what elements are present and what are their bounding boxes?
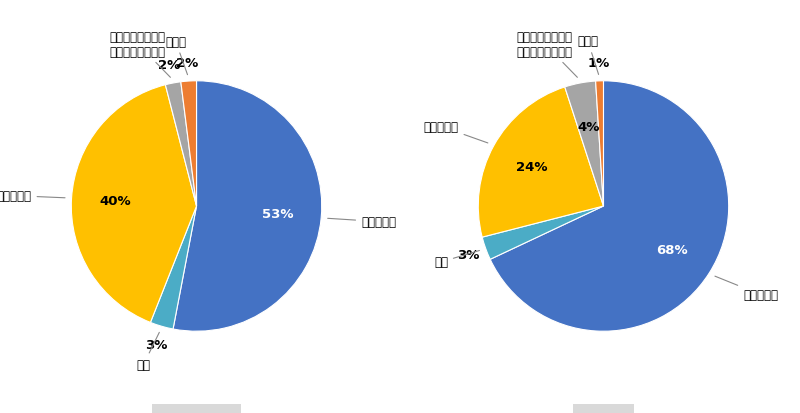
Wedge shape	[166, 83, 197, 206]
Text: その他: その他	[165, 36, 187, 76]
Wedge shape	[71, 85, 197, 323]
Text: ツールは使わない
（頭の中で記憶）: ツールは使わない （頭の中で記憶）	[517, 31, 578, 78]
Text: スケジュール管理: スケジュール管理	[160, 411, 233, 413]
Text: 2%: 2%	[158, 59, 181, 72]
Text: デジタル派: デジタル派	[424, 121, 488, 144]
Text: 3%: 3%	[145, 338, 167, 351]
Text: 68%: 68%	[656, 244, 688, 256]
Wedge shape	[482, 206, 603, 260]
Wedge shape	[565, 82, 603, 206]
Text: 4%: 4%	[577, 120, 599, 133]
Wedge shape	[478, 88, 603, 237]
Wedge shape	[490, 82, 729, 331]
Text: 2%: 2%	[176, 57, 198, 70]
Text: その他: その他	[578, 35, 598, 75]
Text: アナログ派: アナログ派	[715, 276, 778, 301]
Text: 両方: 両方	[434, 251, 479, 269]
Text: 24%: 24%	[517, 161, 548, 174]
Wedge shape	[181, 82, 197, 206]
Text: 両方: 両方	[137, 332, 159, 371]
Text: デジタル派: デジタル派	[0, 190, 65, 203]
Wedge shape	[150, 206, 197, 329]
Text: 40%: 40%	[99, 195, 131, 208]
Text: 1%: 1%	[588, 57, 610, 69]
Wedge shape	[173, 82, 322, 331]
Text: タスク管理: タスク管理	[581, 411, 626, 413]
Text: 3%: 3%	[457, 249, 479, 262]
Text: 53%: 53%	[262, 208, 294, 221]
Wedge shape	[596, 82, 603, 206]
Text: アナログ派: アナログ派	[328, 216, 396, 228]
Text: ツールは使わない
（頭の中で記憶）: ツールは使わない （頭の中で記憶）	[110, 31, 170, 78]
